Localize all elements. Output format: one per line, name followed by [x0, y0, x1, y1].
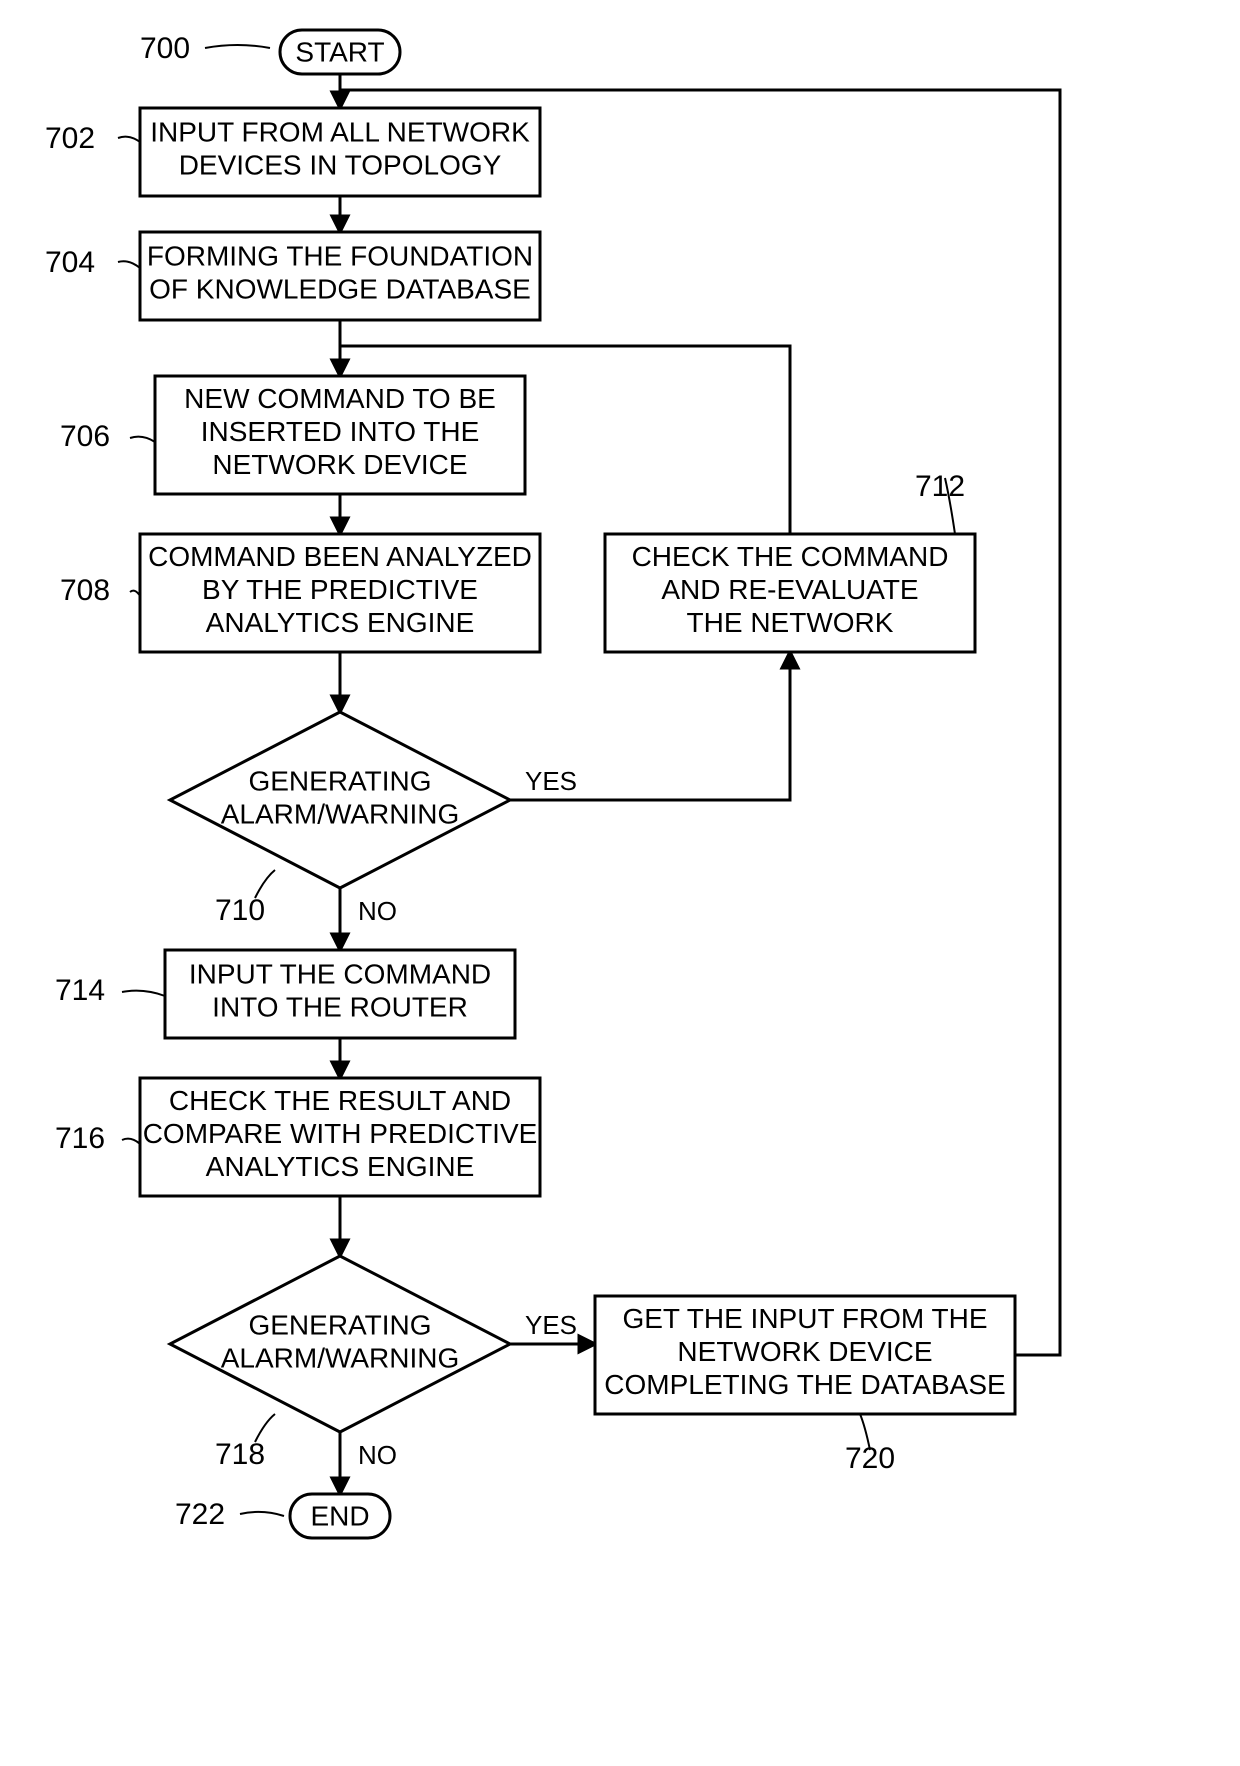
svg-text:NO: NO: [358, 1440, 397, 1470]
svg-text:714: 714: [55, 974, 105, 1007]
svg-text:NETWORK DEVICE: NETWORK DEVICE: [212, 449, 467, 480]
svg-text:GENERATING: GENERATING: [248, 765, 431, 796]
svg-text:OF KNOWLEDGE DATABASE: OF KNOWLEDGE DATABASE: [149, 274, 531, 305]
svg-text:END: END: [310, 1501, 369, 1532]
flowchart: START 700 INPUT FROM ALL NETWORKDEVICES IN…: [0, 0, 1240, 1761]
svg-text:702: 702: [45, 122, 95, 155]
svg-text:START: START: [295, 37, 384, 68]
svg-text:AND RE-EVALUATE: AND RE-EVALUATE: [661, 574, 918, 605]
svg-text:708: 708: [60, 574, 110, 607]
svg-text:COMPARE WITH PREDICTIVE: COMPARE WITH PREDICTIVE: [143, 1118, 538, 1149]
svg-text:704: 704: [45, 246, 95, 279]
svg-text:ALARM/WARNING: ALARM/WARNING: [221, 1342, 460, 1373]
svg-text:ANALYTICS ENGINE: ANALYTICS ENGINE: [206, 1151, 475, 1182]
svg-text:NO: NO: [358, 896, 397, 926]
svg-text:GENERATING: GENERATING: [248, 1309, 431, 1340]
svg-text:ALARM/WARNING: ALARM/WARNING: [221, 798, 460, 829]
svg-text:INTO THE ROUTER: INTO THE ROUTER: [212, 992, 468, 1023]
svg-text:INPUT THE COMMAND: INPUT THE COMMAND: [189, 958, 491, 989]
svg-text:INSERTED INTO THE: INSERTED INTO THE: [201, 416, 480, 447]
svg-text:706: 706: [60, 420, 110, 453]
svg-text:CHECK THE RESULT AND: CHECK THE RESULT AND: [169, 1085, 511, 1116]
svg-text:722: 722: [175, 1498, 225, 1531]
svg-text:COMPLETING THE DATABASE: COMPLETING THE DATABASE: [604, 1369, 1005, 1400]
svg-text:BY THE PREDICTIVE: BY THE PREDICTIVE: [202, 574, 478, 605]
svg-text:GET THE INPUT FROM THE: GET THE INPUT FROM THE: [622, 1303, 987, 1334]
svg-text:712: 712: [915, 470, 965, 503]
svg-text:720: 720: [845, 1442, 895, 1475]
svg-text:718: 718: [215, 1438, 265, 1471]
svg-text:COMMAND BEEN ANALYZED: COMMAND BEEN ANALYZED: [148, 541, 532, 572]
svg-text:710: 710: [215, 894, 265, 927]
svg-text:ANALYTICS ENGINE: ANALYTICS ENGINE: [206, 607, 475, 638]
svg-text:700: 700: [140, 32, 190, 65]
svg-text:716: 716: [55, 1122, 105, 1155]
svg-text:DEVICES IN TOPOLOGY: DEVICES IN TOPOLOGY: [179, 150, 502, 181]
svg-text:THE NETWORK: THE NETWORK: [687, 607, 894, 638]
svg-text:NETWORK DEVICE: NETWORK DEVICE: [677, 1336, 932, 1367]
svg-text:YES: YES: [525, 766, 577, 796]
svg-text:INPUT FROM ALL NETWORK: INPUT FROM ALL NETWORK: [150, 116, 530, 147]
svg-text:YES: YES: [525, 1310, 577, 1340]
svg-text:FORMING THE FOUNDATION: FORMING THE FOUNDATION: [147, 240, 533, 271]
svg-text:NEW COMMAND TO BE: NEW COMMAND TO BE: [184, 383, 496, 414]
svg-text:CHECK THE COMMAND: CHECK THE COMMAND: [632, 541, 949, 572]
